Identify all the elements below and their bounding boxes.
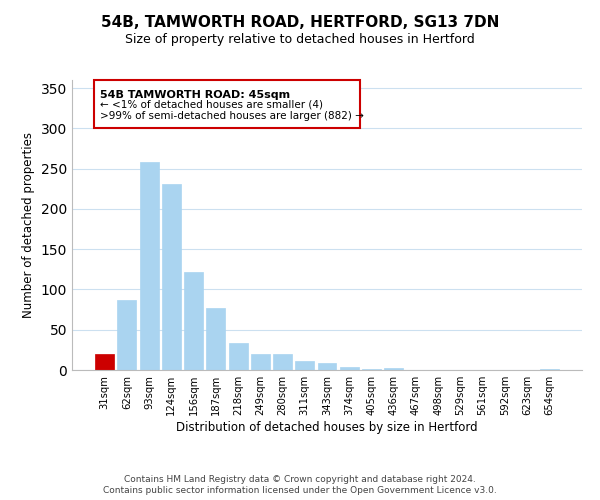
Text: Contains public sector information licensed under the Open Government Licence v3: Contains public sector information licen… xyxy=(103,486,497,495)
Text: Contains HM Land Registry data © Crown copyright and database right 2024.: Contains HM Land Registry data © Crown c… xyxy=(124,475,476,484)
Text: 54B, TAMWORTH ROAD, HERTFORD, SG13 7DN: 54B, TAMWORTH ROAD, HERTFORD, SG13 7DN xyxy=(101,15,499,30)
Bar xyxy=(229,344,248,370)
Bar xyxy=(340,367,359,370)
Bar xyxy=(94,80,361,128)
Y-axis label: Number of detached properties: Number of detached properties xyxy=(22,132,35,318)
Bar xyxy=(251,354,270,370)
Text: 54B TAMWORTH ROAD: 45sqm: 54B TAMWORTH ROAD: 45sqm xyxy=(100,90,290,100)
Bar xyxy=(140,162,158,370)
Bar xyxy=(162,184,181,370)
Bar xyxy=(273,354,292,370)
Bar xyxy=(184,272,203,370)
Text: ← <1% of detached houses are smaller (4): ← <1% of detached houses are smaller (4) xyxy=(100,100,323,110)
Bar xyxy=(317,363,337,370)
Bar xyxy=(95,354,114,370)
Text: >99% of semi-detached houses are larger (882) →: >99% of semi-detached houses are larger … xyxy=(100,110,364,120)
Bar xyxy=(362,369,381,370)
Bar xyxy=(206,308,225,370)
Text: Size of property relative to detached houses in Hertford: Size of property relative to detached ho… xyxy=(125,32,475,46)
X-axis label: Distribution of detached houses by size in Hertford: Distribution of detached houses by size … xyxy=(176,421,478,434)
Bar xyxy=(384,368,403,370)
Bar xyxy=(295,361,314,370)
Bar xyxy=(118,300,136,370)
Bar xyxy=(540,369,559,370)
